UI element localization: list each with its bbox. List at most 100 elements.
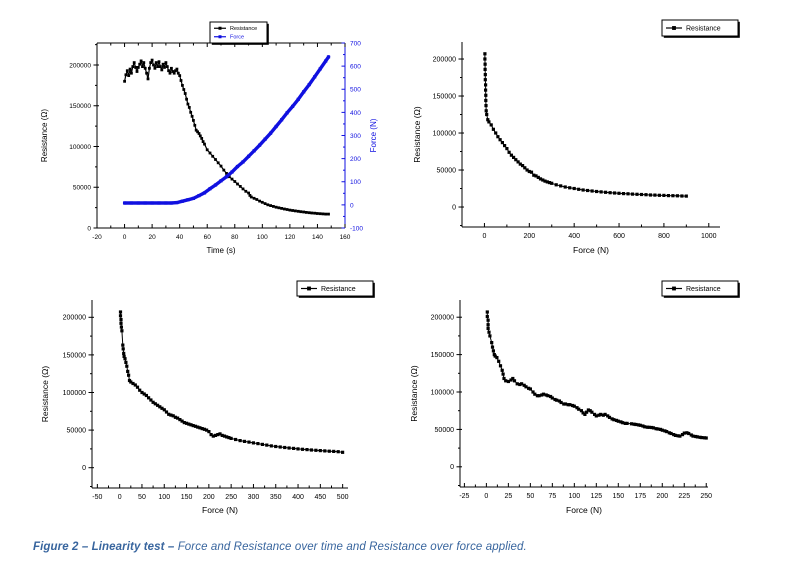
series-force bbox=[122, 55, 331, 205]
y-tick-label: 50000 bbox=[73, 185, 91, 192]
y-tick-label: 200000 bbox=[433, 56, 456, 63]
y-tick-label: 0 bbox=[82, 465, 86, 472]
x-tick-label: 50 bbox=[138, 494, 146, 501]
y-tick-label: 200000 bbox=[63, 315, 86, 322]
x-axis-title: Force (N) bbox=[566, 505, 602, 515]
series-resistance-line bbox=[484, 53, 687, 197]
chart-resistance-vs-force-0-500: -50 0 50 100 150 200 250 300 350 400 450 500 0 50000 1… bbox=[40, 280, 375, 515]
series-resistance bbox=[485, 310, 708, 440]
x-tick-label: 40 bbox=[176, 234, 184, 241]
legend-box bbox=[296, 280, 374, 297]
legend-label: Resistance bbox=[230, 26, 257, 32]
y-tick-label: 50000 bbox=[437, 167, 457, 174]
x-tick-label: 200 bbox=[203, 494, 215, 501]
legend: Resistance Force bbox=[209, 21, 269, 45]
x-tick-label: 225 bbox=[678, 493, 690, 500]
legend-box bbox=[661, 280, 739, 297]
x-tick-label: 20 bbox=[148, 234, 156, 241]
figure-caption-text: Force and Resistance over time and Resis… bbox=[177, 541, 527, 553]
legend-marker bbox=[672, 26, 676, 30]
y-tick-label: 150000 bbox=[433, 93, 456, 100]
y-axis-title: Resistance (Ω) bbox=[412, 106, 422, 163]
x-tick-label: 800 bbox=[658, 233, 670, 240]
x-tick-label: 400 bbox=[292, 494, 304, 501]
x-tick-label: 160 bbox=[340, 234, 351, 241]
series-resistance-line bbox=[120, 311, 344, 453]
legend-label: Force bbox=[230, 35, 244, 41]
x-tick-label: 75 bbox=[548, 493, 556, 500]
x-tick-label: 175 bbox=[634, 493, 646, 500]
x-tick-label: -50 bbox=[92, 494, 102, 501]
y-axis-title: Resistance (Ω) bbox=[409, 365, 419, 422]
legend-label: Resistance bbox=[321, 286, 356, 293]
figure-caption-label: Figure 2 – Linearity test – bbox=[33, 541, 175, 553]
x-tick-label: 1000 bbox=[701, 233, 717, 240]
y2-tick-label: 400 bbox=[350, 110, 361, 117]
x-tick-label: 200 bbox=[523, 233, 535, 240]
x-tick-label: 100 bbox=[158, 494, 170, 501]
y2-tick-label: 0 bbox=[350, 202, 354, 209]
x-tick-label: 50 bbox=[526, 493, 534, 500]
x-tick-label: 500 bbox=[337, 494, 349, 501]
y-tick-label: 200000 bbox=[431, 315, 454, 322]
y-tick-label: 150000 bbox=[431, 352, 454, 359]
y-tick-label: 0 bbox=[87, 225, 91, 232]
x-tick-label: 200 bbox=[656, 493, 668, 500]
x-tick-label: 150 bbox=[612, 493, 624, 500]
y2-tick-label: 700 bbox=[350, 40, 361, 47]
x-tick-label: 350 bbox=[270, 494, 282, 501]
y-tick-label: 100000 bbox=[433, 130, 456, 137]
y-tick-label: 100000 bbox=[431, 389, 454, 396]
y-tick-label: 100000 bbox=[63, 390, 86, 397]
x-tick-label: 0 bbox=[482, 233, 486, 240]
x-tick-label: 100 bbox=[568, 493, 580, 500]
series-resistance-line bbox=[486, 311, 707, 439]
y-axis-title: Resistance (Ω) bbox=[40, 366, 50, 423]
series-resistance-markers bbox=[485, 310, 708, 440]
y-tick-label: 150000 bbox=[69, 103, 91, 110]
x-tick-label: 0 bbox=[123, 234, 127, 241]
y2-tick-label: 500 bbox=[350, 87, 361, 94]
series-resistance-markers bbox=[118, 310, 345, 454]
y2-axis-title: Force (N) bbox=[369, 118, 378, 152]
chart-resistance-vs-force-0-250: -25 0 25 50 75 100 125 150 175 200 225 250 0 50000 100… bbox=[409, 280, 740, 515]
chart-resistance-vs-force-0-1000: 0 200 400 600 800 1000 0 50000 100000 150000 20000… bbox=[412, 19, 740, 255]
x-axis-title: Force (N) bbox=[573, 245, 609, 255]
axes: 0 200 400 600 800 1000 0 50000 100000 150000 20000… bbox=[412, 42, 720, 255]
legend-marker bbox=[218, 26, 222, 30]
x-axis-title: Force (N) bbox=[202, 505, 238, 515]
x-tick-label: -20 bbox=[92, 234, 102, 241]
y-tick-label: 0 bbox=[452, 204, 456, 211]
y-tick-label: 100000 bbox=[69, 144, 91, 151]
x-tick-label: 150 bbox=[181, 494, 193, 501]
y2-tick-label: 600 bbox=[350, 64, 361, 71]
series-resistance-line bbox=[123, 59, 330, 215]
series-resistance bbox=[118, 310, 345, 454]
x-tick-label: 400 bbox=[568, 233, 580, 240]
y2-tick-label: 200 bbox=[350, 156, 361, 163]
y-axis-title: Resistance (Ω) bbox=[40, 109, 49, 162]
x-tick-label: 450 bbox=[315, 494, 327, 501]
series-resistance-markers bbox=[483, 52, 688, 198]
x-tick-label: 250 bbox=[225, 494, 237, 501]
x-tick-label: 140 bbox=[312, 234, 323, 241]
x-tick-label: 25 bbox=[504, 493, 512, 500]
y-tick-label: 50000 bbox=[67, 427, 87, 434]
series-force-markers bbox=[123, 55, 331, 205]
legend: Resistance bbox=[296, 280, 375, 298]
legend-box bbox=[209, 21, 268, 44]
x-tick-label: 300 bbox=[248, 494, 260, 501]
legend-marker bbox=[218, 35, 222, 39]
y-tick-label: 150000 bbox=[63, 352, 86, 359]
x-tick-label: 120 bbox=[284, 234, 295, 241]
y2-tick-label: 100 bbox=[350, 179, 361, 186]
x-tick-label: 0 bbox=[484, 493, 488, 500]
axes: -50 0 50 100 150 200 250 300 350 400 450 500 0 50000 1… bbox=[40, 300, 349, 515]
x-tick-label: 0 bbox=[118, 494, 122, 501]
x-tick-label: 100 bbox=[257, 234, 268, 241]
figure-caption: Figure 2 – Linearity test – Force and Re… bbox=[33, 541, 527, 553]
y2-tick-label: 300 bbox=[350, 133, 361, 140]
series-resistance-markers bbox=[123, 58, 330, 216]
x-tick-label: 250 bbox=[700, 493, 712, 500]
